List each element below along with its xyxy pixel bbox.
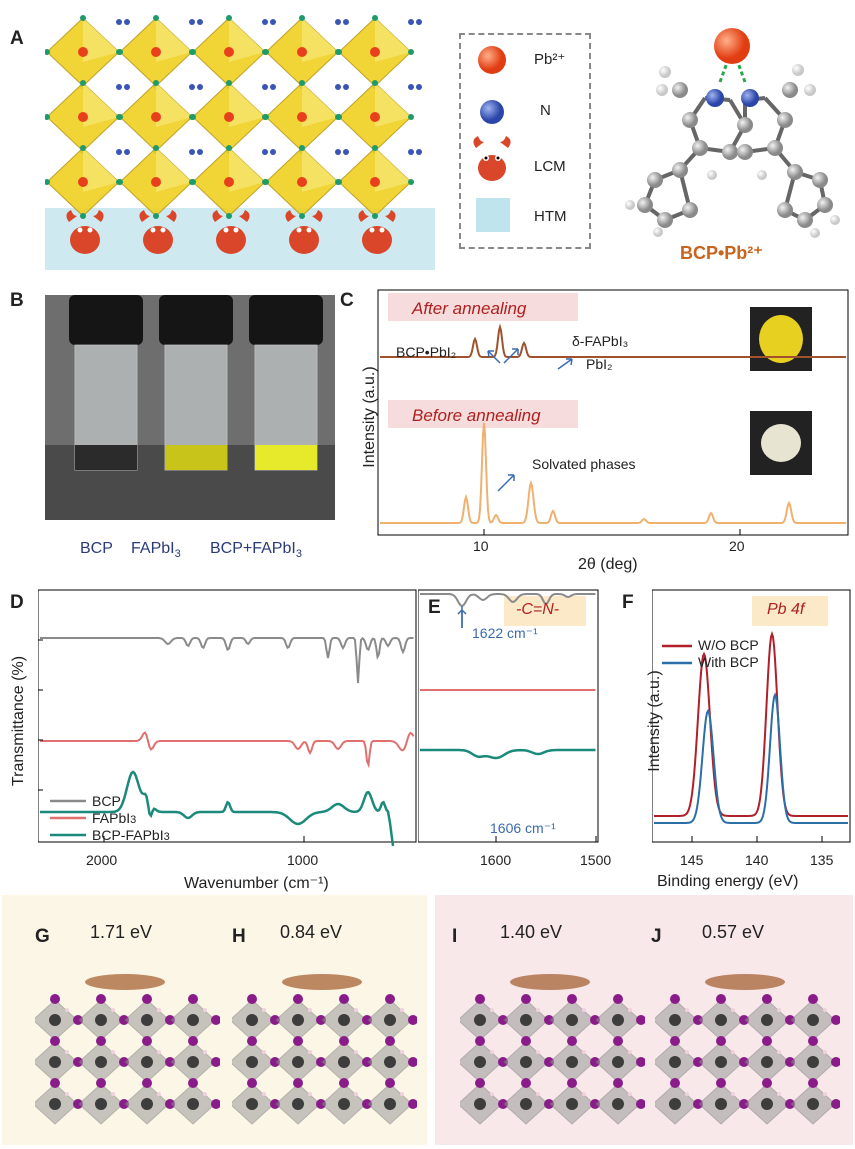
n-atom-icon <box>480 100 504 124</box>
perovskite-lattice-illustration <box>45 15 435 270</box>
bcp-fapbi3-spectrum <box>40 770 395 847</box>
d-legend-bcp-fapbi3: BCP-FAPbI3 <box>92 827 170 843</box>
pb-ion-icon <box>478 46 506 74</box>
c-xtick-20: 20 <box>729 538 745 554</box>
energy-j: 0.57 eV <box>702 922 765 942</box>
panel-c-label: C <box>340 290 354 311</box>
pb-ion-sphere <box>714 28 750 64</box>
lcm-crab <box>358 210 396 254</box>
legend-lcm-label: LCM <box>534 158 566 175</box>
vials-photo <box>45 295 335 520</box>
c-xtick-10: 10 <box>473 538 489 554</box>
pb4f-label: Pb 4f <box>767 601 805 618</box>
annot-pbi2: PbI₂ <box>586 356 613 372</box>
panel-f-label: F <box>622 592 634 613</box>
annot-delta-fapbi3: δ-FAPbI₃ <box>572 333 629 349</box>
slab-model-h <box>232 974 417 1125</box>
panel-j-label: J <box>651 926 662 947</box>
cn-box <box>504 596 586 626</box>
with-bcp-spectrum <box>654 692 848 824</box>
panel-d-label: D <box>10 592 24 613</box>
cn-box-label: -C=N- <box>516 601 560 618</box>
after-annealing-box <box>388 293 578 321</box>
d-xlabel: Wavenumber (cm⁻¹) <box>184 875 329 892</box>
f-xtick-140: 140 <box>745 852 769 868</box>
vial <box>69 295 143 471</box>
legend-n-label: N <box>540 102 551 119</box>
lcm-crab <box>139 210 177 254</box>
ftir-chart-d <box>38 589 417 847</box>
bcp-pb-caption: BCP•Pb²⁺ <box>680 243 763 263</box>
d-legend-fapbi3: FAPbI3 <box>92 810 137 826</box>
d-ylabel: Transmittance (%) <box>10 655 27 787</box>
xps-chart-f <box>652 589 851 843</box>
energy-i: 1.40 eV <box>500 922 563 942</box>
panel-a-label: A <box>10 28 24 49</box>
f-xlabel: Binding energy (eV) <box>657 873 799 890</box>
vial-label-bcp: BCP <box>80 540 113 557</box>
fapbi3-spectrum <box>40 731 415 769</box>
crab-icon <box>473 136 511 181</box>
f-legend-wo-bcp: W/O BCP <box>698 637 759 653</box>
bcp-molecule-model <box>625 28 840 238</box>
before-annealing-line <box>380 422 846 524</box>
annot-bcp-pbi2: BCP•PbI₂ <box>396 344 457 360</box>
lcm-crab <box>285 210 323 254</box>
legend-box-a <box>459 33 591 249</box>
slab-model-j <box>655 974 840 1125</box>
ftir-zoom-chart-e <box>418 589 599 843</box>
energy-h: 0.84 eV <box>280 922 343 942</box>
d-legend-bcp: BCP <box>92 793 121 809</box>
slab-model-i <box>460 974 645 1125</box>
htm-icon <box>476 198 510 232</box>
d-xtick-1000: 1000 <box>287 852 319 868</box>
xrd-chart <box>377 289 849 536</box>
before-annealing-text: Before annealing <box>412 406 541 425</box>
bcp-spectrum <box>40 636 414 684</box>
legend-icons-a <box>473 46 511 232</box>
lcm-crab <box>66 210 104 254</box>
vial <box>159 295 233 471</box>
panel-h-label: H <box>232 926 246 947</box>
annot-1606: 1606 cm⁻¹ <box>490 820 556 836</box>
pb4f-box <box>752 596 828 626</box>
e-xtick-1600: 1600 <box>480 852 512 868</box>
legend-pb-label: Pb²⁺ <box>534 51 566 68</box>
e-xtick-1500: 1500 <box>580 852 612 868</box>
bcp-zoom-spectrum <box>420 593 596 608</box>
d-xtick-2000: 2000 <box>86 852 118 868</box>
panel-i-label: I <box>452 926 458 947</box>
vial-label-bcp-fapbi3: BCP+FAPbI3 <box>210 540 302 561</box>
annot-solvated-phases: Solvated phases <box>532 456 636 472</box>
vial-label-fapbi3: FAPbI3 <box>131 540 181 561</box>
f-xtick-135: 135 <box>810 852 834 868</box>
vial <box>249 295 323 471</box>
lcm-crab <box>212 210 250 254</box>
panel-e-label: E <box>428 597 441 618</box>
panel-g-label: G <box>35 926 50 947</box>
wo-bcp-spectrum <box>654 630 848 817</box>
f-legend-with-bcp: With BCP <box>698 654 759 670</box>
c-ylabel: Intensity (a.u.) <box>361 366 378 468</box>
after-annealing-line <box>380 323 846 358</box>
annot-1622: 1622 cm⁻¹ <box>472 625 538 641</box>
energy-g: 1.71 eV <box>90 922 153 942</box>
after-annealing-text: After annealing <box>412 299 527 318</box>
slab-model-g <box>35 974 220 1125</box>
f-ylabel: Intensity (a.u.) <box>646 670 663 772</box>
bcp-fapbi3-zoom-spectrum <box>420 748 596 760</box>
f-xtick-145: 145 <box>680 852 704 868</box>
panel-b-label: B <box>10 290 24 311</box>
legend-htm-label: HTM <box>534 208 567 225</box>
c-xlabel: 2θ (deg) <box>578 556 638 573</box>
